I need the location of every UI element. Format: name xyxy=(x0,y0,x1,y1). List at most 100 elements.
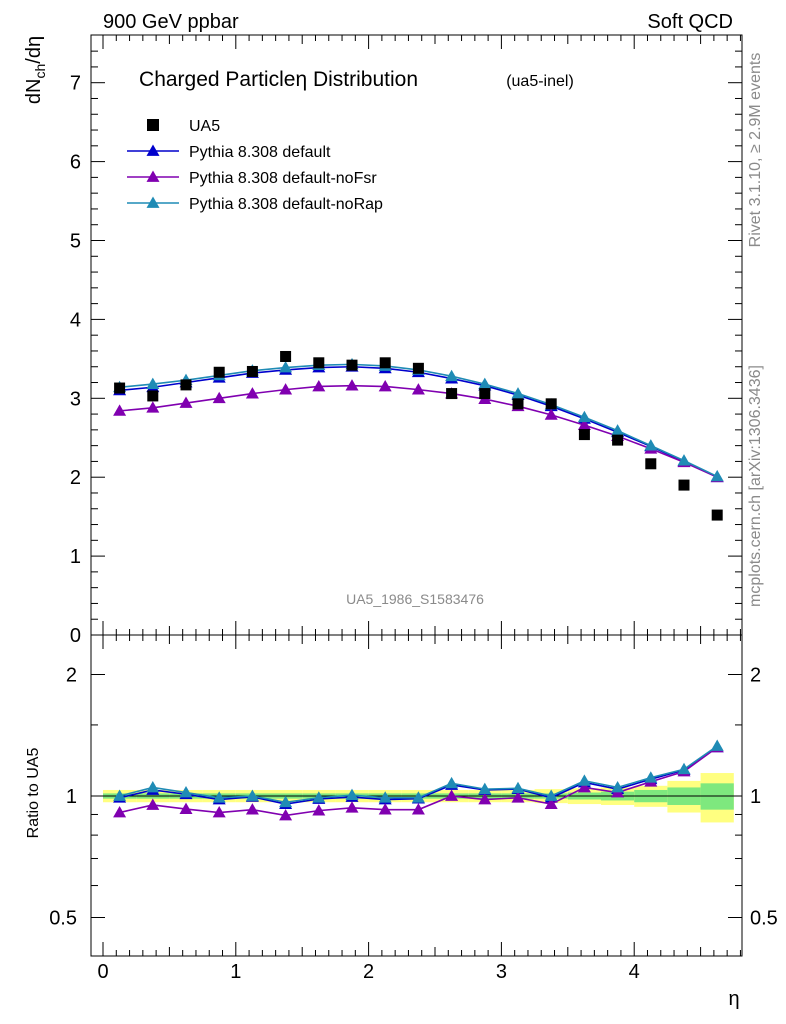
ratio-series-point xyxy=(378,791,392,803)
main-series-point xyxy=(478,377,492,389)
main-series-point xyxy=(511,387,525,399)
ratio-series-point xyxy=(445,789,459,801)
main-series-layer xyxy=(113,357,724,483)
ratio-series-point xyxy=(279,795,293,808)
ratio-series-point xyxy=(577,780,591,793)
main-series-point xyxy=(577,418,591,431)
data-point-marker xyxy=(379,357,391,369)
main-series-point xyxy=(411,383,425,395)
data-point-marker xyxy=(545,398,557,410)
main-series-point xyxy=(345,379,359,391)
main-series-point xyxy=(378,379,392,392)
main-panel: 0 1 2 3 4 5 6 7 xyxy=(70,34,743,647)
data-point-marker xyxy=(213,366,225,378)
legend-marker-triangle xyxy=(146,196,160,208)
x-tick-label: 0 xyxy=(97,961,108,983)
ratio-series-layer xyxy=(113,739,724,821)
main-series-point xyxy=(245,387,259,399)
ratio-series-point xyxy=(411,803,425,815)
main-series-point xyxy=(212,391,226,404)
legend: UA5 Pythia 8.308 default Pythia 8.308 defa… xyxy=(127,118,383,213)
ratio-series-point xyxy=(179,786,193,798)
ratio-series-point xyxy=(113,789,127,801)
legend-marker-square xyxy=(147,119,159,131)
ratio-series-point xyxy=(544,797,558,809)
ratio-series-point xyxy=(279,808,293,821)
main-y-tick-label: 3 xyxy=(70,388,81,410)
ratio-series-point xyxy=(411,791,425,803)
main-series-point xyxy=(611,424,625,436)
x-tick-label: 1 xyxy=(230,961,241,983)
data-point-marker xyxy=(147,390,159,402)
ratio-series-point xyxy=(146,780,160,793)
data-point-marker xyxy=(711,509,723,521)
ratio-series-point xyxy=(245,803,259,815)
main-y-tick-label: 0 xyxy=(70,625,81,647)
main-series-point xyxy=(279,383,293,395)
ratio-series-point xyxy=(212,806,226,818)
main-series-point xyxy=(710,469,724,482)
main-series-point xyxy=(146,401,160,413)
ylabel-rest: /dη xyxy=(23,36,45,64)
main-series-point xyxy=(312,379,326,392)
ratio-series-point xyxy=(677,762,691,775)
ratio-series-point xyxy=(511,781,525,794)
main-series-line xyxy=(119,363,718,478)
ratio-series-point xyxy=(511,791,525,803)
legend-entry-label: Pythia 8.308 default-noRap xyxy=(189,196,383,213)
data-point-marker xyxy=(412,362,424,374)
ratio-series-point xyxy=(445,776,459,789)
ratio-series-point xyxy=(312,804,326,816)
main-series-point xyxy=(544,408,558,420)
ylabel-dN: dN xyxy=(23,79,45,105)
ratio-axis-ticks: 0.5 0.5 1 1 2 2 xyxy=(49,635,778,956)
main-series-point xyxy=(677,454,691,466)
data-point-marker xyxy=(246,365,258,377)
legend-entry-label: UA5 xyxy=(189,118,220,135)
main-y-tick-label: 4 xyxy=(70,309,81,331)
data-point-marker xyxy=(678,479,690,491)
ratio-y-tick-label-left: 2 xyxy=(66,665,77,687)
ratio-y-tick-label-right: 2 xyxy=(750,665,761,687)
data-point-marker xyxy=(612,434,624,446)
rivet-version-label: Rivet 3.1.10, ≥ 2.9M events xyxy=(747,53,764,248)
ratio-series-point xyxy=(345,801,359,813)
ratio-series-point xyxy=(146,798,160,810)
main-y-tick-label: 5 xyxy=(70,231,81,253)
mcplots-label: mcplots.cern.ch [arXiv:1306.3436] xyxy=(747,365,764,607)
data-point-marker xyxy=(479,388,491,400)
data-point-marker xyxy=(645,458,657,470)
ylabel-ch: ch xyxy=(32,64,48,79)
header-left-label: 900 GeV ppbar xyxy=(103,11,239,33)
ratio-series-point xyxy=(611,780,625,793)
ratio-series-point xyxy=(644,771,658,783)
ratio-series-point xyxy=(113,806,127,818)
legend-marker-triangle xyxy=(146,144,160,156)
main-series-line xyxy=(119,384,718,478)
chart-subtitle: (ua5-inel) xyxy=(506,73,574,90)
data-point-marker xyxy=(512,398,524,410)
legend-entry-label: Pythia 8.308 default xyxy=(189,144,331,161)
legend-marker-triangle xyxy=(146,170,160,182)
y-axis-label-main: dNch/dη xyxy=(23,36,48,104)
main-y-tick-label: 1 xyxy=(70,546,81,568)
x-tick-label: 3 xyxy=(496,961,507,983)
y-axis-label-ratio: Ratio to UA5 xyxy=(25,748,42,839)
ratio-series-point xyxy=(345,788,359,801)
ratio-series-point xyxy=(478,782,492,795)
data-point-marker xyxy=(446,388,458,400)
main-series-point xyxy=(577,410,591,423)
ratio-series-point xyxy=(212,791,226,803)
main-y-tick-label: 7 xyxy=(70,73,81,95)
data-point-marker xyxy=(180,379,192,391)
main-data-layer xyxy=(114,350,723,521)
ratio-series-point xyxy=(179,802,193,814)
main-series-point xyxy=(445,369,459,382)
ratio-series-point xyxy=(577,774,591,786)
ratio-y-tick-label-right: 1 xyxy=(750,786,761,808)
x-tick-label: 4 xyxy=(629,961,640,983)
header-right-label: Soft QCD xyxy=(647,11,733,33)
x-tick-label: 2 xyxy=(363,961,374,983)
main-series-point xyxy=(146,377,160,389)
